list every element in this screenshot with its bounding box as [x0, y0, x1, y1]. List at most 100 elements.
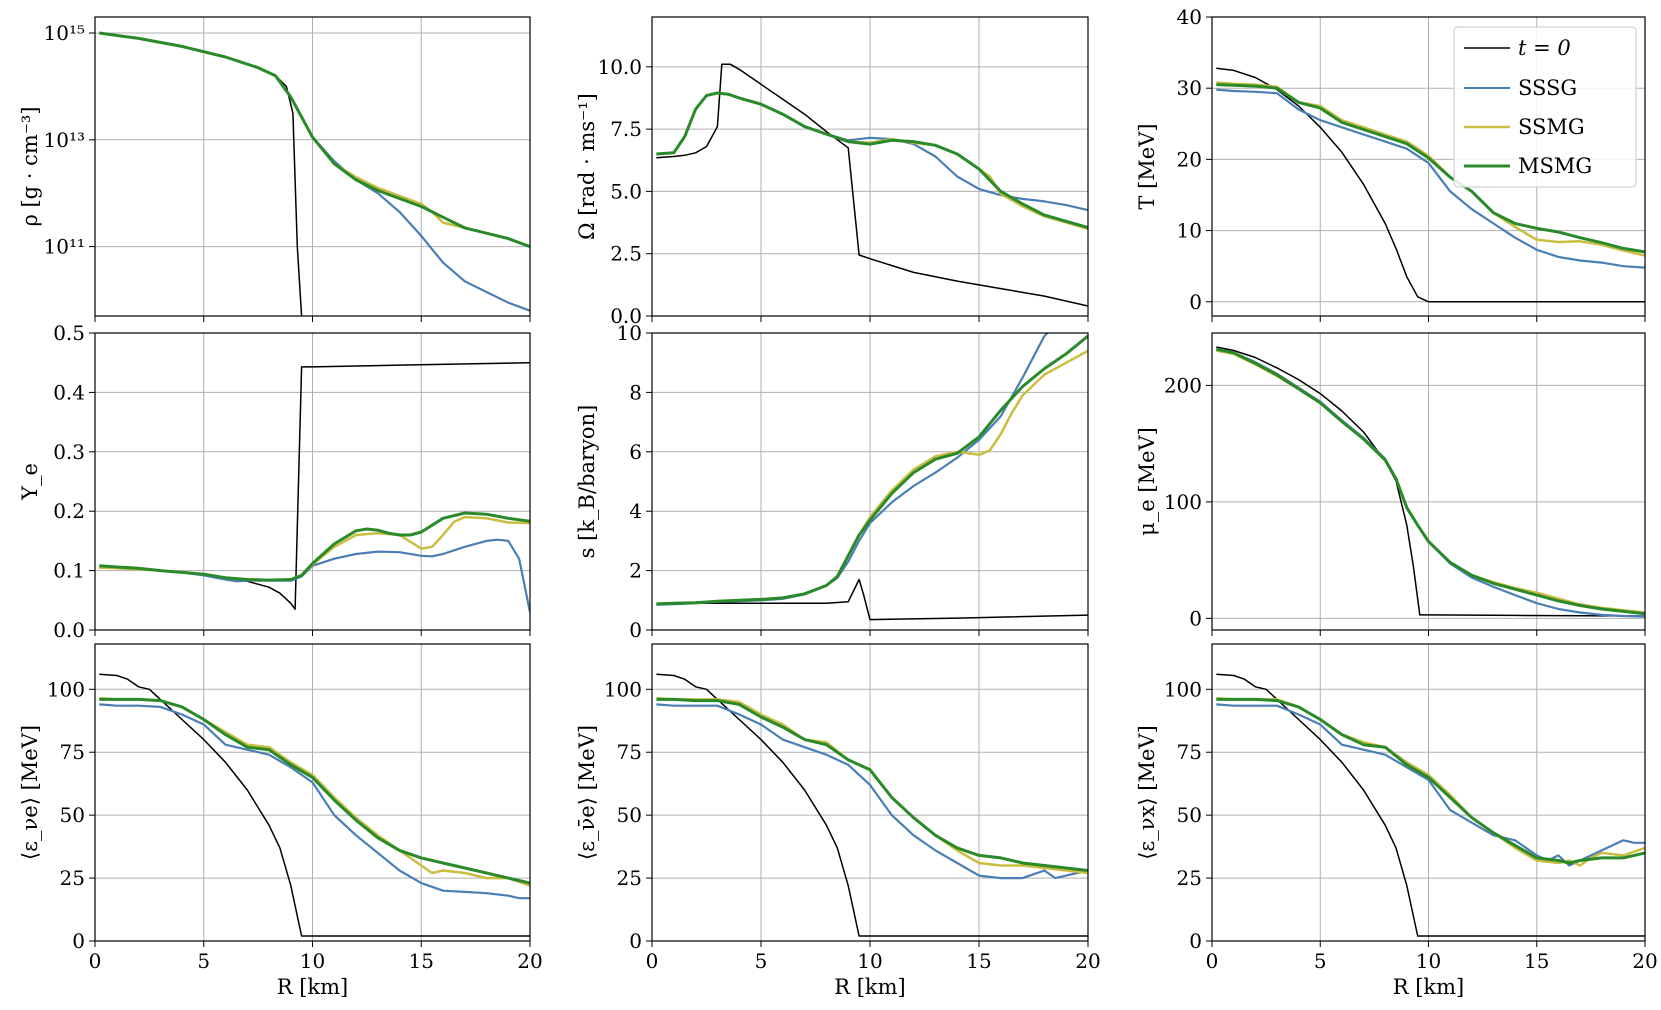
series-sssg-line	[1216, 348, 1645, 618]
y-tick-label: 25	[1177, 866, 1202, 890]
x-tick-label: 0	[646, 949, 659, 973]
series-sssg-line	[656, 333, 1050, 606]
series-t0-line	[1216, 673, 1645, 937]
legend: t = 0 SSSG SSMG MSMG	[1453, 26, 1637, 188]
y-tick-label: 2	[629, 559, 642, 583]
series-sssg-line	[1216, 88, 1645, 269]
y-tick-label: 0.4	[53, 380, 85, 404]
y-tick-label: 0.0	[53, 618, 85, 642]
x-tick-label: 0	[89, 949, 102, 973]
series-t0-line	[656, 578, 1088, 621]
x-axis-label: R [km]	[1393, 975, 1465, 999]
series-t0-line	[656, 673, 1088, 937]
y-tick-label: 50	[1177, 803, 1202, 827]
y-tick-label: 100	[604, 677, 642, 701]
gridlines	[651, 644, 1089, 942]
series-sssg-line	[1216, 703, 1645, 867]
gridlines	[94, 644, 531, 942]
x-tick-label: 20	[517, 949, 542, 973]
y-axis-label: ⟨ε_νe⟩ [MeV]	[18, 725, 42, 860]
y-tick-label: 0	[629, 929, 642, 953]
y-tick-label: 7.5	[610, 117, 642, 141]
y-tick-label: 100	[1164, 677, 1202, 701]
series-t0-line	[99, 673, 530, 937]
gridlines	[94, 332, 531, 631]
gridlines	[94, 17, 531, 316]
series-msmg-line	[99, 697, 530, 885]
y-tick-label: 25	[60, 866, 85, 890]
y-tick-label: 10¹¹	[44, 235, 85, 259]
y-tick-label: 0	[1189, 606, 1202, 630]
legend-label-sssg: SSSG	[1518, 76, 1577, 100]
x-tick-label: 15	[966, 949, 991, 973]
x-tick-label: 20	[1632, 949, 1657, 973]
series-ssmg-line	[656, 696, 1088, 875]
series-msmg-line	[656, 91, 1088, 229]
x-axis-label: R [km]	[277, 975, 349, 999]
y-tick-label: 40	[1177, 5, 1202, 29]
panel-7: 0 5 10 15 20 0 25 50 75 100 R [km] ⟨ε_νe⟩ [MeV]	[18, 643, 543, 999]
series-msmg-line	[1216, 347, 1645, 616]
y-tick-label: 25	[617, 866, 642, 890]
y-tick-label: 2.5	[610, 242, 642, 266]
series-msmg-line	[656, 697, 1088, 872]
y-tick-label: 0.2	[53, 499, 85, 523]
series-msmg-line	[1216, 697, 1645, 865]
y-tick-label: 6	[629, 440, 642, 464]
y-tick-label: 8	[629, 380, 642, 404]
y-axis-label: T [MeV]	[1135, 123, 1159, 209]
panel-8: 0 5 10 15 20 0 25 50 75 100 R [km] ⟨ε_ν̄e⟩ [MeV]	[575, 643, 1101, 999]
y-axis-label: s [k_B/baryon]	[575, 405, 599, 559]
series-ssmg-line	[656, 91, 1088, 231]
y-tick-label: 10¹⁵	[44, 21, 85, 45]
x-tick-label: 15	[1524, 949, 1549, 973]
x-tick-label: 20	[1075, 949, 1100, 973]
x-tick-label: 15	[409, 949, 434, 973]
y-tick-label: 50	[617, 803, 642, 827]
y-tick-label: 0	[629, 618, 642, 642]
y-tick-label: 0.5	[53, 321, 85, 345]
panel-6: 0 100 200 μ_e [MeV]	[1135, 332, 1646, 636]
x-tick-label: 5	[755, 949, 768, 973]
y-tick-label: 50	[60, 803, 85, 827]
y-tick-label: 5.0	[610, 179, 642, 203]
panel-4: 0.0 0.1 0.2 0.3 0.4 0.5 Y_e	[18, 321, 531, 642]
series-t0-line	[1216, 346, 1645, 617]
x-tick-label: 10	[1416, 949, 1441, 973]
y-tick-label: 100	[1164, 490, 1202, 514]
series-ssmg-line	[656, 349, 1088, 606]
y-tick-label: 0	[1189, 290, 1202, 314]
y-tick-label: 100	[47, 677, 85, 701]
y-tick-label: 10¹³	[44, 128, 85, 152]
series-ssmg-line	[99, 696, 530, 887]
y-tick-label: 20	[1177, 147, 1202, 171]
x-tick-label: 5	[1314, 949, 1327, 973]
x-tick-label: 10	[300, 949, 325, 973]
series-msmg-line	[99, 31, 530, 249]
series-sssg-line	[99, 538, 530, 613]
y-axis-label: ⟨ε_νx⟩ [MeV]	[1135, 725, 1159, 860]
y-axis-label: Ω [rad · ms⁻¹]	[575, 93, 599, 240]
series-sssg-line	[656, 703, 1088, 880]
y-axis-label: μ_e [MeV]	[1135, 427, 1159, 536]
legend-label-t0: t = 0	[1518, 36, 1571, 60]
panel-2: 0.0 2.5 5.0 7.5 10.0 Ω [rad · ms⁻¹]	[575, 16, 1089, 328]
series-sssg-line	[99, 703, 530, 900]
series-t0-line	[99, 32, 303, 316]
x-axis-label: R [km]	[834, 975, 906, 999]
y-axis-label: Y_e	[18, 463, 42, 501]
y-tick-label: 10	[1177, 219, 1202, 243]
y-tick-label: 0.3	[53, 440, 85, 464]
y-tick-label: 0	[72, 929, 85, 953]
series-msmg-line	[99, 511, 530, 582]
y-tick-label: 4	[629, 499, 642, 523]
y-tick-label: 0.1	[53, 559, 85, 583]
panel-3: 0 10 20 30 40 T [MeV]	[1135, 5, 1646, 322]
y-axis-label: ⟨ε_ν̄e⟩ [MeV]	[575, 725, 599, 860]
panel-9: 0 5 10 15 20 0 25 50 75 100 R [km] ⟨ε_νx⟩ [MeV]	[1135, 643, 1658, 999]
series-msmg-line	[656, 334, 1088, 606]
y-tick-label: 75	[60, 740, 85, 764]
y-tick-label: 10	[617, 321, 642, 345]
y-tick-label: 0.0	[610, 304, 642, 328]
